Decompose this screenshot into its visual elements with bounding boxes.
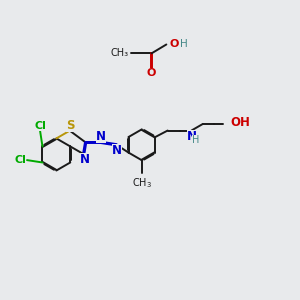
Text: O: O (147, 68, 156, 78)
Text: O: O (170, 39, 179, 49)
Text: OH: OH (230, 116, 250, 129)
Text: N: N (187, 130, 197, 143)
Text: N: N (96, 130, 106, 143)
Text: N: N (80, 153, 90, 166)
Text: N: N (112, 144, 122, 157)
Text: CH$_3$: CH$_3$ (132, 176, 152, 190)
Text: H: H (180, 39, 188, 49)
Text: CH₃: CH₃ (110, 48, 128, 59)
Text: Cl: Cl (35, 121, 46, 131)
Text: Cl: Cl (14, 154, 26, 164)
Text: H: H (192, 135, 199, 145)
Text: S: S (66, 119, 75, 132)
